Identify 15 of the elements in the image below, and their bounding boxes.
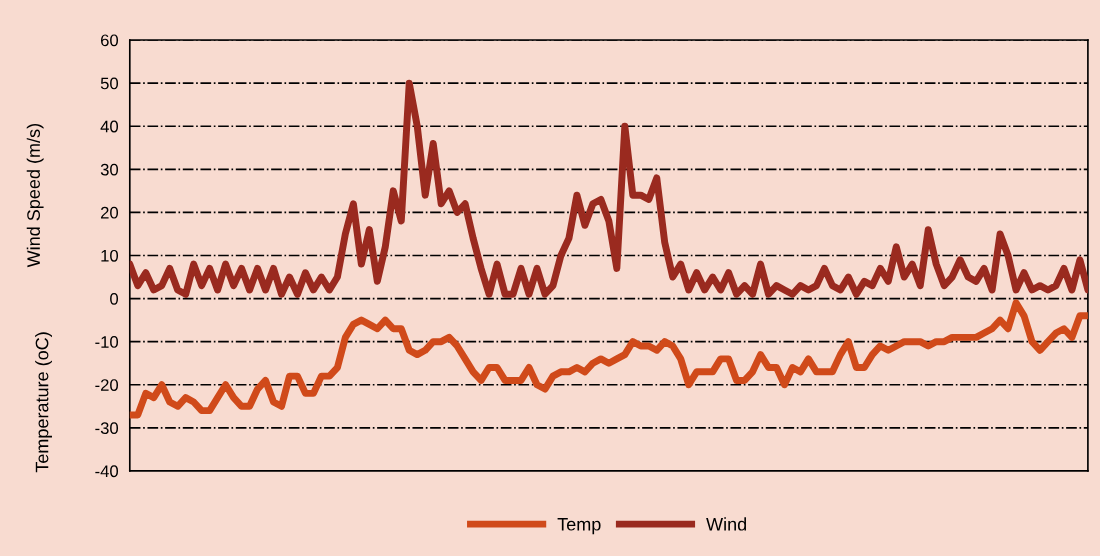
y-tick-label: -40: [95, 465, 119, 478]
text: Temperature (oC): [35, 332, 52, 473]
y-tick-label: 20: [100, 206, 119, 219]
y-tick-label: 0: [110, 292, 119, 305]
y-tick-label: 30: [100, 163, 119, 176]
legend-label: Temp: [557, 518, 601, 535]
y-tick-label: 60: [101, 34, 119, 47]
y-tick-label: -10: [95, 336, 119, 348]
legend-label: Wind: [706, 517, 747, 531]
y-tick-label: -30: [95, 422, 119, 435]
y-tick-label: 50: [100, 77, 119, 90]
y-tick-label: 40: [100, 120, 119, 133]
y-axis-title: Wind Speed (m/s): [26, 124, 44, 268]
y-tick-label: -20: [95, 379, 119, 391]
y-tick-label: 10: [101, 249, 119, 262]
